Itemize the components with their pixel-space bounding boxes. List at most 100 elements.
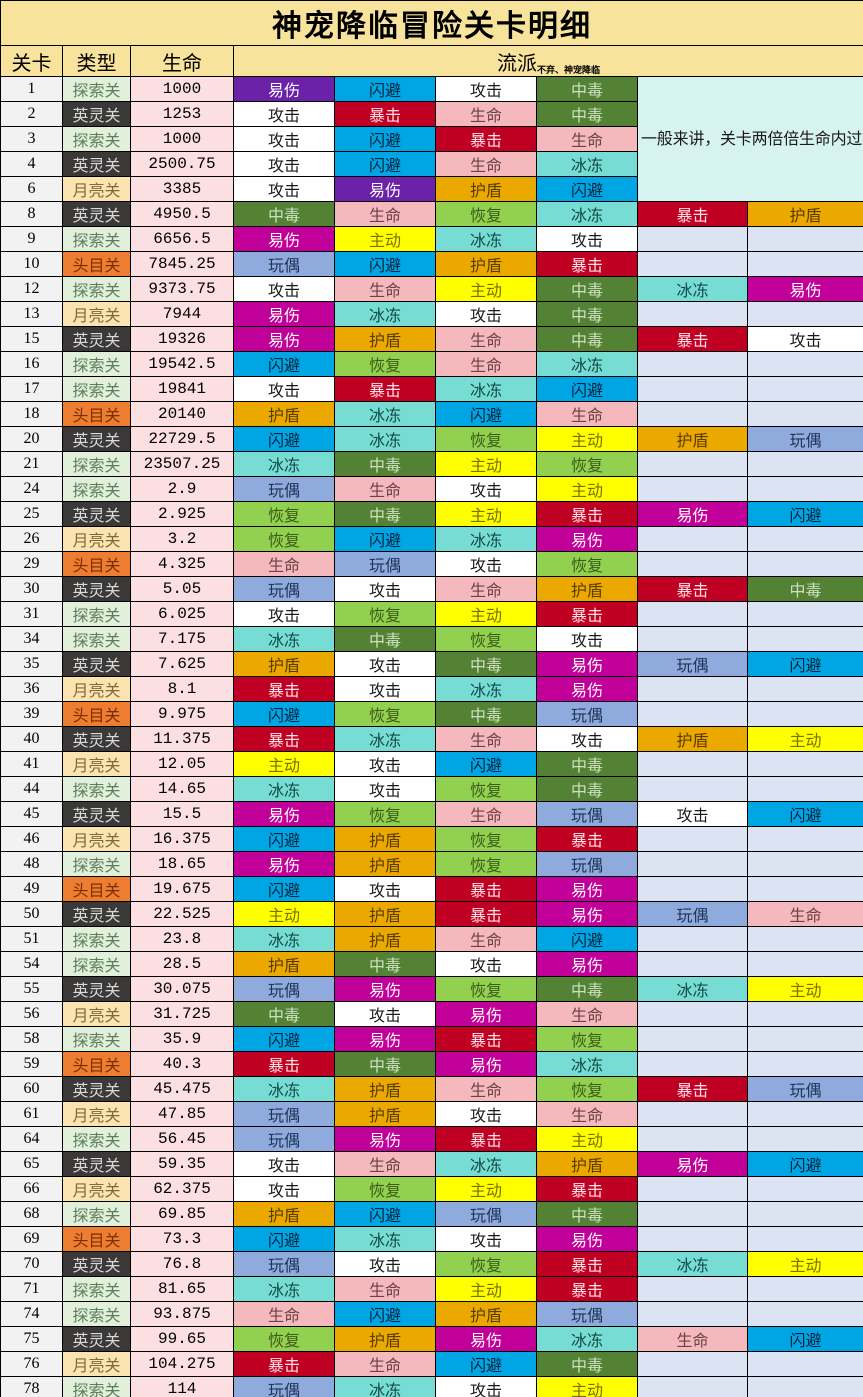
cell-faction-冰冻[interactable]: 冰冻 (233, 451, 335, 477)
cell-faction-护盾[interactable]: 护盾 (334, 851, 436, 877)
table-row[interactable]: 10 头目关 7845.25 玩偶 闪避 护盾 暴击 (0, 251, 863, 277)
cell-faction-暴击[interactable]: 暴击 (233, 726, 335, 752)
table-row[interactable]: 4 英灵关 2500.75 攻击 闪避 生命 冰冻 (0, 151, 863, 177)
cell-faction-护盾[interactable]: 护盾 (233, 401, 335, 427)
cell-stage-type[interactable]: 探索关 (62, 451, 131, 477)
cell-faction-玩偶[interactable]: 玩偶 (233, 1101, 335, 1127)
table-row[interactable]: 6 月亮关 3385 攻击 易伤 护盾 闪避 (0, 176, 863, 202)
cell-stage-number[interactable]: 54 (0, 951, 63, 977)
cell-faction-攻击[interactable]: 攻击 (435, 951, 537, 977)
cell-hp-value[interactable]: 40.3 (130, 1051, 234, 1077)
cell-stage-type[interactable]: 探索关 (62, 926, 131, 952)
cell-hp-value[interactable]: 28.5 (130, 951, 234, 977)
cell-faction-生命[interactable]: 生命 (536, 1001, 638, 1027)
table-row[interactable]: 15英灵关19326易伤护盾生命中毒暴击攻击玩偶 (0, 326, 863, 352)
cell-stage-number[interactable]: 41 (0, 751, 63, 777)
cell-stage-type[interactable]: 月亮关 (62, 1101, 131, 1127)
cell-hp-value[interactable]: 47.85 (130, 1101, 234, 1127)
cell-stage-type[interactable]: 头目关 (62, 251, 131, 277)
cell-faction-中毒[interactable]: 中毒 (536, 976, 638, 1002)
table-row[interactable]: 76 月亮关 104.275 暴击 生命 闪避 中毒 (0, 1351, 863, 1377)
cell-faction-恢复[interactable]: 恢复 (435, 1251, 537, 1277)
table-row[interactable]: 17 探索关 19841 攻击 暴击 冰冻 闪避 (0, 376, 863, 402)
cell-faction-empty[interactable] (637, 1051, 748, 1077)
cell-faction-中毒[interactable]: 中毒 (746, 576, 863, 602)
table-row[interactable]: 46 月亮关 16.375 闪避 护盾 恢复 暴击 (0, 826, 863, 852)
cell-stage-number[interactable]: 50 (0, 901, 63, 927)
cell-faction-empty[interactable] (637, 1101, 748, 1127)
cell-faction-易伤[interactable]: 易伤 (233, 326, 335, 352)
table-row[interactable]: 49 头目关 19.675 闪避 攻击 暴击 易伤 (0, 876, 863, 902)
cell-stage-number[interactable]: 44 (0, 776, 63, 802)
cell-hp-value[interactable]: 2.925 (130, 501, 234, 527)
cell-faction-恢复[interactable]: 恢复 (334, 351, 436, 377)
cell-faction-中毒[interactable]: 中毒 (334, 1051, 436, 1077)
cell-faction-恢复[interactable]: 恢复 (435, 201, 537, 227)
cell-faction-中毒[interactable]: 中毒 (334, 626, 436, 652)
cell-faction-冰冻[interactable]: 冰冻 (435, 226, 537, 252)
cell-faction-empty[interactable] (746, 676, 863, 702)
cell-hp-value[interactable]: 99.65 (130, 1326, 234, 1352)
cell-stage-type[interactable]: 探索关 (62, 276, 131, 302)
cell-faction-暴击[interactable]: 暴击 (435, 876, 537, 902)
cell-hp-value[interactable]: 73.3 (130, 1226, 234, 1252)
cell-faction-闪避[interactable]: 闪避 (435, 1351, 537, 1377)
cell-faction-empty[interactable] (637, 1026, 748, 1052)
cell-faction-攻击[interactable]: 攻击 (334, 651, 436, 677)
cell-faction-empty[interactable] (637, 701, 748, 727)
cell-stage-type[interactable]: 英灵关 (62, 501, 131, 527)
cell-faction-empty[interactable] (746, 1051, 863, 1077)
cell-faction-攻击[interactable]: 攻击 (536, 626, 638, 652)
cell-faction-恢复[interactable]: 恢复 (334, 701, 436, 727)
cell-faction-中毒[interactable]: 中毒 (536, 101, 638, 127)
cell-stage-number[interactable]: 51 (0, 926, 63, 952)
cell-stage-type[interactable]: 英灵关 (62, 726, 131, 752)
cell-faction-冰冻[interactable]: 冰冻 (435, 1151, 537, 1177)
cell-faction-攻击[interactable]: 攻击 (233, 126, 335, 152)
cell-faction-冰冻[interactable]: 冰冻 (435, 676, 537, 702)
cell-faction-冰冻[interactable]: 冰冻 (233, 1076, 335, 1102)
cell-faction-生命[interactable]: 生命 (435, 726, 537, 752)
cell-faction-生命[interactable]: 生命 (435, 101, 537, 127)
cell-faction-玩偶[interactable]: 玩偶 (233, 576, 335, 602)
cell-stage-number[interactable]: 69 (0, 1226, 63, 1252)
cell-hp-value[interactable]: 7.175 (130, 626, 234, 652)
cell-stage-type[interactable]: 探索关 (62, 601, 131, 627)
cell-faction-冰冻[interactable]: 冰冻 (536, 1326, 638, 1352)
cell-faction-empty[interactable] (746, 476, 863, 502)
cell-faction-攻击[interactable]: 攻击 (233, 176, 335, 202)
cell-faction-empty[interactable] (637, 476, 748, 502)
cell-faction-生命[interactable]: 生命 (746, 901, 863, 927)
cell-faction-护盾[interactable]: 护盾 (334, 901, 436, 927)
cell-stage-type[interactable]: 月亮关 (62, 1351, 131, 1377)
cell-faction-empty[interactable] (746, 701, 863, 727)
cell-faction-玩偶[interactable]: 玩偶 (233, 476, 335, 502)
cell-faction-empty[interactable] (746, 826, 863, 852)
cell-faction-冰冻[interactable]: 冰冻 (233, 776, 335, 802)
cell-stage-type[interactable]: 探索关 (62, 776, 131, 802)
cell-faction-中毒[interactable]: 中毒 (233, 1001, 335, 1027)
cell-faction-生命[interactable]: 生命 (334, 1276, 436, 1302)
cell-stage-number[interactable]: 78 (0, 1376, 63, 1397)
cell-faction-攻击[interactable]: 攻击 (233, 601, 335, 627)
cell-faction-主动[interactable]: 主动 (746, 1251, 863, 1277)
cell-faction-冰冻[interactable]: 冰冻 (536, 151, 638, 177)
cell-stage-type[interactable]: 头目关 (62, 876, 131, 902)
cell-faction-攻击[interactable]: 攻击 (435, 76, 537, 102)
cell-faction-empty[interactable] (637, 1126, 748, 1152)
cell-faction-empty[interactable] (637, 876, 748, 902)
cell-stage-number[interactable]: 31 (0, 601, 63, 627)
cell-faction-empty[interactable] (637, 351, 748, 377)
cell-faction-暴击[interactable]: 暴击 (334, 101, 436, 127)
cell-faction-攻击[interactable]: 攻击 (334, 1251, 436, 1277)
cell-stage-type[interactable]: 头目关 (62, 701, 131, 727)
cell-hp-value[interactable]: 12.05 (130, 751, 234, 777)
cell-faction-攻击[interactable]: 攻击 (435, 1226, 537, 1252)
table-row[interactable]: 68 探索关 69.85 护盾 闪避 玩偶 中毒 (0, 1201, 863, 1227)
cell-faction-暴击[interactable]: 暴击 (536, 1251, 638, 1277)
cell-stage-type[interactable]: 月亮关 (62, 826, 131, 852)
